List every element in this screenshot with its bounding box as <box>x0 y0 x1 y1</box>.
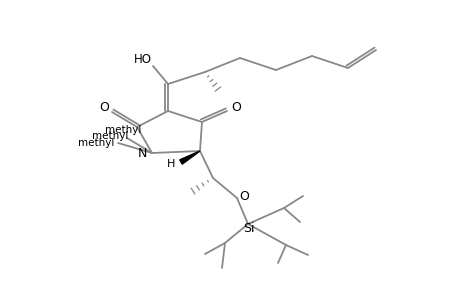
Text: O: O <box>239 190 248 202</box>
Text: HO: HO <box>134 52 151 65</box>
Polygon shape <box>179 151 200 164</box>
Text: O: O <box>230 100 241 113</box>
Text: H: H <box>167 159 175 169</box>
Text: Si: Si <box>243 221 254 235</box>
Text: methyl: methyl <box>78 138 114 148</box>
Text: O: O <box>99 100 109 113</box>
Text: N: N <box>137 146 146 160</box>
Text: methyl: methyl <box>92 131 128 141</box>
Text: methyl: methyl <box>105 125 141 135</box>
